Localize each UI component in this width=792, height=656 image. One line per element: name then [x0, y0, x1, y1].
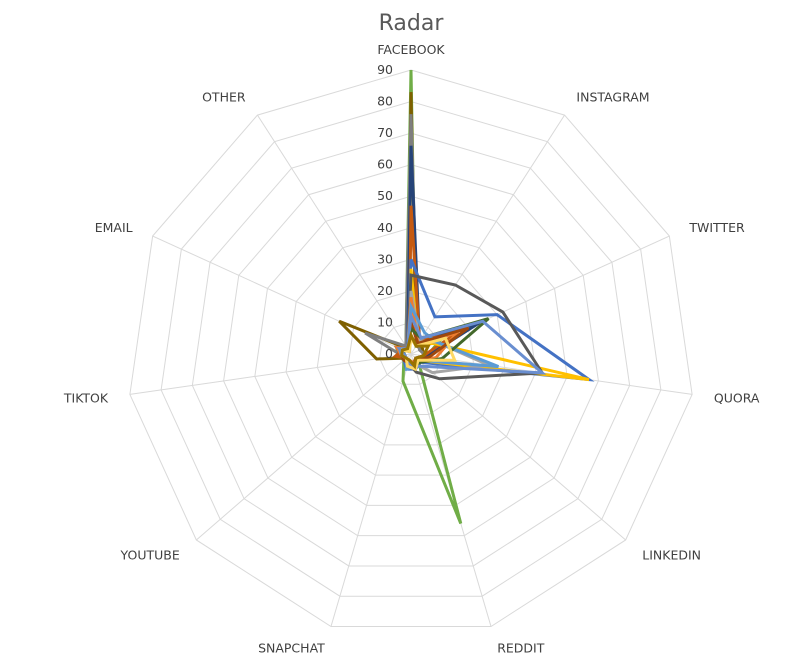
grid-spoke — [410, 353, 626, 541]
series-group — [338, 69, 595, 525]
chart-title: Radar — [379, 11, 445, 36]
series-line — [400, 330, 431, 370]
grid-ring — [285, 227, 537, 476]
category-label: EMAIL — [95, 220, 133, 235]
category-label: REDDIT — [497, 641, 545, 656]
tick-label: 50 — [377, 188, 393, 203]
tick-label: 60 — [377, 157, 393, 172]
grid-ring — [129, 69, 693, 627]
tick-labels: 0 10 20 30 40 50 60 70 80 90 — [377, 62, 393, 361]
category-labels: FACEBOOK INSTAGRAM TWITTER QUORA LINKEDIN RED… — [63, 42, 760, 656]
category-label: YOUTUBE — [120, 547, 180, 562]
tick-label: 10 — [377, 314, 393, 329]
grid-spoke — [196, 353, 412, 541]
tick-label: 70 — [377, 125, 393, 140]
category-label: TIKTOK — [63, 391, 109, 406]
grid-ring — [160, 101, 662, 597]
category-label: FACEBOOK — [377, 42, 445, 57]
grid-ring — [223, 164, 599, 537]
grid-ring — [191, 132, 631, 567]
tick-label: 90 — [377, 62, 393, 77]
grid-ring — [348, 290, 474, 416]
grid-spoke — [330, 353, 412, 627]
category-label: INSTAGRAM — [576, 90, 649, 105]
grid-spoke — [257, 114, 412, 355]
category-label: QUORA — [714, 391, 760, 406]
tick-label: 80 — [377, 94, 393, 109]
grid-spoke — [410, 114, 565, 355]
tick-label: 40 — [377, 220, 393, 235]
tick-label: 0 — [385, 346, 393, 361]
category-label: OTHER — [202, 90, 246, 105]
tick-label: 20 — [377, 283, 393, 298]
grid-ring — [254, 195, 568, 506]
category-label: LINKEDIN — [642, 547, 701, 562]
grid-ring — [316, 258, 506, 446]
category-label: TWITTER — [688, 220, 745, 235]
tick-label: 30 — [377, 251, 393, 266]
category-label: SNAPCHAT — [258, 641, 325, 656]
grid-spoke — [129, 353, 412, 395]
